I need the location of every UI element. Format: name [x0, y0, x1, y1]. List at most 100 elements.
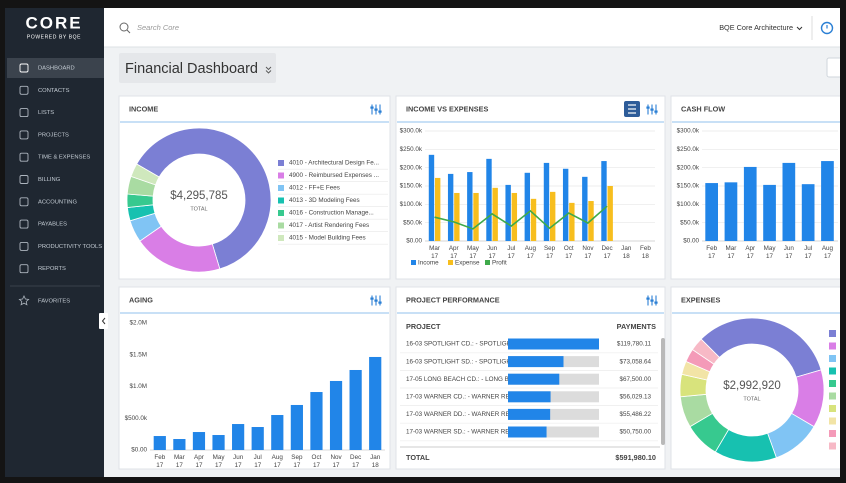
x-tick-year: 17: [785, 253, 793, 260]
legend-label[interactable]: Income: [418, 260, 439, 267]
legend-swatch: [448, 260, 453, 265]
bar: [290, 404, 303, 450]
x-tick-label: Aug 17: [525, 245, 537, 260]
search-icon: [126, 29, 131, 34]
filter-icon: [654, 301, 658, 304]
x-tick-label: Jul 17: [254, 454, 262, 469]
x-tick-year: 17: [352, 462, 360, 469]
x-tick-month: Jul: [254, 454, 262, 461]
page-title-chevron: [265, 66, 272, 74]
x-tick-label: Jun 17: [784, 245, 795, 260]
logo: CORE: [25, 13, 82, 32]
screen-frame: [840, 0, 846, 483]
project-name[interactable]: 16-03 SPOTLIGHT CD.: - SPOTLIGH...: [406, 341, 517, 348]
project-name[interactable]: 16-03 SPOTLIGHT SD.: - SPOTLIGH...: [406, 358, 516, 365]
company-selector[interactable]: BQE Core Architecture: [719, 23, 793, 32]
y-tick-label: $200.0k: [400, 164, 423, 171]
legend-swatch: [829, 330, 836, 337]
bar: [153, 436, 166, 450]
legend-label[interactable]: 4017 - Artist Rendering Fees: [289, 222, 369, 229]
project-name[interactable]: 17-03 WARNER CD.: - WARNER RESI...: [406, 393, 521, 400]
search-icon: [119, 22, 129, 32]
menu-active: [7, 58, 104, 78]
x-tick-year: 17: [333, 462, 341, 469]
legend-label[interactable]: 4012 - FF+E Fees: [289, 185, 340, 192]
x-tick-month: Feb: [706, 245, 717, 252]
cash-flow-plot: Feb17Mar17Apr17May17Jun17Jul17Aug17Sep17…: [702, 130, 838, 260]
scrollbar[interactable]: [661, 338, 665, 445]
menu-item[interactable]: PAYABLES: [38, 222, 67, 228]
donut-slice: [130, 163, 160, 186]
legend-label[interactable]: Expense: [455, 260, 480, 267]
menu-item[interactable]: REPORTS: [38, 266, 66, 272]
legend-label[interactable]: Profit: [492, 260, 507, 267]
menu-item[interactable]: PRODUCTIVITY TOOLS: [38, 244, 102, 250]
menu-item[interactable]: DASHBOARD: [38, 66, 75, 72]
filter-icon: [654, 110, 658, 113]
filter-icon: [370, 106, 374, 109]
collapse-arrow: [101, 317, 106, 325]
donut-total-label: TOTAL: [743, 396, 760, 402]
x-tick-year: 17: [565, 253, 573, 260]
menu-item[interactable]: PROJECTS: [38, 132, 69, 138]
donut-slice: [700, 317, 822, 378]
x-tick-year: 17: [824, 253, 832, 260]
favorites-icon: [18, 295, 30, 306]
panel-title: INCOME VS EXPENSES: [406, 104, 488, 113]
x-tick-month: Mar: [726, 245, 737, 252]
x-tick-month: Dec: [601, 245, 612, 252]
bar: [349, 369, 362, 450]
x-tick-label: Mar 17: [429, 245, 440, 260]
page-title: Financial Dashboard: [125, 61, 258, 77]
bar: [310, 392, 323, 450]
legend-swatch: [829, 355, 836, 362]
bar: [434, 177, 441, 241]
x-tick-label: Oct 17: [312, 454, 322, 469]
menu-item[interactable]: CONTACTS: [38, 88, 70, 94]
legend-label[interactable]: 4900 - Reimbursed Expenses ...: [289, 172, 379, 179]
menu-item[interactable]: TIME & EXPENSES: [38, 155, 90, 161]
donut-slice: [136, 127, 272, 270]
legend-label[interactable]: 4010 - Architectural Design Fe...: [289, 160, 379, 167]
bar: [454, 192, 460, 241]
bar: [508, 338, 599, 350]
x-tick-year: 17: [431, 253, 439, 260]
legend-swatch: [278, 210, 284, 216]
legend-label[interactable]: 4016 - Construction Manage...: [289, 210, 374, 217]
collapse-tab[interactable]: [99, 313, 108, 329]
bar: [505, 184, 511, 241]
bar: [329, 380, 343, 450]
x-tick-label: Nov 17: [330, 454, 342, 469]
search-input[interactable]: Search Core: [137, 23, 179, 32]
menu-icon: [19, 175, 29, 184]
filter-icon: [650, 108, 654, 111]
column-header: PROJECT: [406, 322, 441, 331]
project-name[interactable]: 17-03 WARNER SD.: - WARNER RESI...: [406, 429, 521, 436]
panel-title: PROJECT PERFORMANCE: [406, 295, 500, 304]
x-tick-month: Jun: [487, 245, 498, 252]
x-tick-year: 17: [527, 253, 535, 260]
menu-item[interactable]: ACCOUNTING: [38, 199, 77, 205]
project-name[interactable]: 17-05 LONG BEACH CD.: - LONG B...: [406, 376, 514, 383]
legend-label[interactable]: 4013 - 3D Modeling Fees: [289, 197, 360, 204]
menu-icon: [19, 63, 29, 73]
x-tick-year: 18: [623, 253, 631, 260]
x-tick-label: Apr 17: [194, 454, 204, 469]
project-name[interactable]: 17-03 WARNER DD.: - WARNER RESI...: [406, 411, 521, 418]
timer-icon[interactable]: [820, 21, 834, 35]
payment-value: $55,486.22: [619, 411, 651, 418]
legend-label[interactable]: 4015 - Model Building Fees: [289, 235, 366, 242]
donut-total-label: TOTAL: [190, 206, 207, 212]
x-tick-label: May 17: [213, 454, 226, 469]
panel-title: EXPENSES: [681, 295, 720, 304]
x-tick-month: Sep: [544, 245, 556, 252]
x-tick-label: Jul 17: [507, 245, 515, 260]
menu-item[interactable]: FAVORITES: [38, 299, 70, 305]
page-title-box[interactable]: [119, 53, 276, 83]
x-tick-label: Feb 18: [640, 245, 651, 260]
menu-item[interactable]: LISTS: [38, 110, 54, 116]
x-tick-month: Jun: [784, 245, 795, 252]
payment-value: $73,058.64: [619, 358, 651, 365]
menu-item[interactable]: BILLING: [38, 177, 61, 183]
